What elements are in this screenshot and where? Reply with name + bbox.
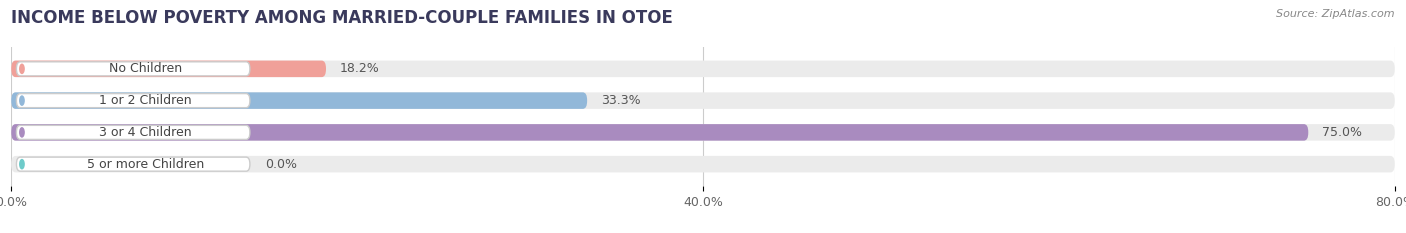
Text: 75.0%: 75.0% (1322, 126, 1362, 139)
Text: 0.0%: 0.0% (266, 158, 298, 171)
Text: 18.2%: 18.2% (340, 62, 380, 75)
Circle shape (20, 159, 25, 169)
Circle shape (20, 95, 25, 106)
Text: 3 or 4 Children: 3 or 4 Children (100, 126, 191, 139)
FancyBboxPatch shape (11, 124, 1309, 141)
FancyBboxPatch shape (17, 157, 250, 171)
Text: Source: ZipAtlas.com: Source: ZipAtlas.com (1277, 9, 1395, 19)
Circle shape (20, 127, 25, 138)
FancyBboxPatch shape (17, 62, 250, 76)
FancyBboxPatch shape (11, 124, 1395, 141)
FancyBboxPatch shape (11, 61, 326, 77)
FancyBboxPatch shape (11, 156, 1395, 172)
FancyBboxPatch shape (17, 94, 250, 108)
Text: No Children: No Children (110, 62, 183, 75)
Text: 5 or more Children: 5 or more Children (87, 158, 204, 171)
Circle shape (20, 64, 25, 74)
FancyBboxPatch shape (11, 61, 1395, 77)
FancyBboxPatch shape (17, 125, 250, 139)
FancyBboxPatch shape (11, 92, 588, 109)
FancyBboxPatch shape (11, 92, 1395, 109)
Text: 1 or 2 Children: 1 or 2 Children (100, 94, 191, 107)
Text: 33.3%: 33.3% (600, 94, 641, 107)
Text: INCOME BELOW POVERTY AMONG MARRIED-COUPLE FAMILIES IN OTOE: INCOME BELOW POVERTY AMONG MARRIED-COUPL… (11, 9, 673, 27)
